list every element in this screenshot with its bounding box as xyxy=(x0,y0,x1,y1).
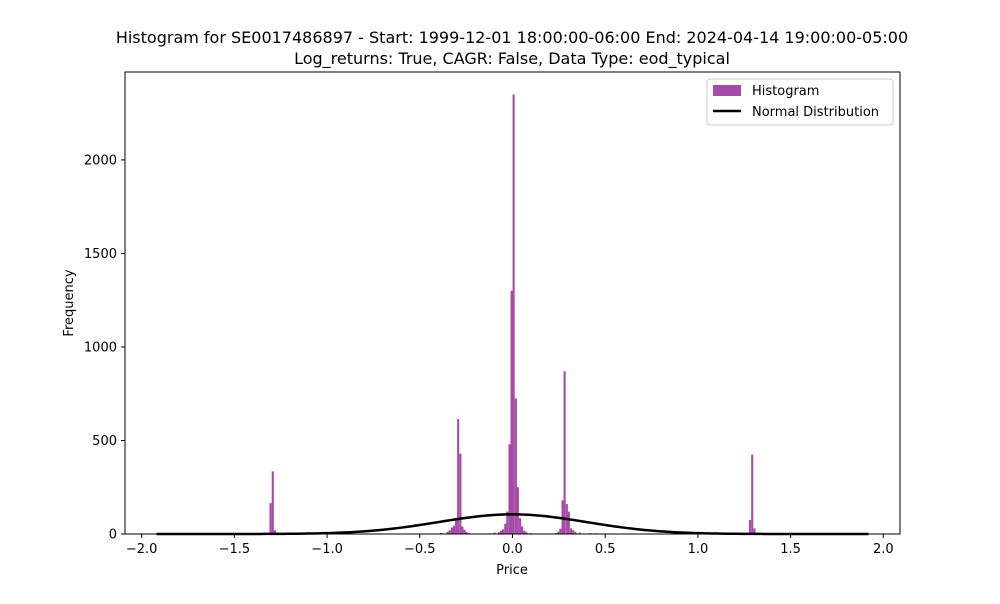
histogram-bar xyxy=(512,94,515,534)
histogram-bar xyxy=(440,532,443,534)
y-axis-ticks: 0 500 1000 1500 2000 xyxy=(84,153,125,543)
histogram-bar xyxy=(461,526,464,534)
histogram-bar xyxy=(452,525,455,534)
histogram-bar xyxy=(514,398,517,534)
legend: Histogram Normal Distribution xyxy=(706,78,894,126)
histogram-bar xyxy=(525,532,528,534)
x-tick-label: −2.0 xyxy=(126,542,158,557)
histogram-bar xyxy=(516,487,519,534)
histogram-bar xyxy=(465,532,468,534)
y-tick-label: 500 xyxy=(92,434,117,449)
histogram-bar xyxy=(510,290,513,534)
x-tick-label: 0.5 xyxy=(595,542,616,557)
histogram-bar xyxy=(450,527,453,534)
y-tick-label: 0 xyxy=(109,528,117,543)
histogram-bar xyxy=(271,471,274,534)
x-axis-ticks: −2.0 −1.5 −1.0 −0.5 0.0 0.5 1.0 1.5 2.0 xyxy=(126,534,894,557)
x-tick-label: 1.5 xyxy=(780,542,801,557)
histogram-bar xyxy=(504,523,507,534)
histogram-bar xyxy=(572,530,575,534)
legend-histogram-label: Histogram xyxy=(752,84,819,99)
histogram-bar xyxy=(501,529,505,534)
histogram-bar xyxy=(269,503,272,534)
histogram-bar xyxy=(748,519,752,534)
y-tick-label: 1000 xyxy=(84,340,117,355)
histogram-bar xyxy=(506,511,509,534)
x-tick-label: −1.5 xyxy=(219,542,251,557)
histogram-bar xyxy=(751,454,754,534)
histogram-bar xyxy=(455,519,458,534)
histogram-bar xyxy=(563,371,566,534)
histogram-bar xyxy=(508,444,511,534)
histogram-bars xyxy=(267,94,758,534)
histogram-bar xyxy=(570,528,573,534)
histogram-bar xyxy=(519,518,522,534)
chart-title: Histogram for SE0017486897 - Start: 1999… xyxy=(116,28,908,47)
histogram-bar xyxy=(567,511,570,534)
histogram-bar xyxy=(559,528,562,534)
legend-histogram-swatch xyxy=(713,85,741,96)
histogram-bar xyxy=(446,531,449,534)
chart-subtitle: Log_returns: True, CAGR: False, Data Typ… xyxy=(294,49,730,69)
histogram-bar xyxy=(557,531,560,534)
histogram-bar xyxy=(457,418,460,534)
y-tick-label: 2000 xyxy=(84,153,117,168)
histogram-bar xyxy=(499,530,503,534)
histogram-bar xyxy=(463,529,466,534)
legend-normal-label: Normal Distribution xyxy=(752,105,879,120)
histogram-bar xyxy=(753,528,756,534)
legend-box xyxy=(706,78,894,126)
histogram-bar xyxy=(273,530,277,534)
histogram-bar xyxy=(574,531,577,534)
x-tick-label: −1.0 xyxy=(311,542,343,557)
y-axis-label: Frequency xyxy=(62,269,77,336)
x-tick-label: 2.0 xyxy=(873,542,894,557)
histogram-bar xyxy=(523,530,526,534)
histogram-bar xyxy=(578,532,581,534)
x-tick-label: 1.0 xyxy=(688,542,709,557)
histogram-bar xyxy=(459,453,462,534)
y-tick-label: 1500 xyxy=(84,247,117,262)
histogram-bar xyxy=(493,532,496,534)
histogram-bar xyxy=(497,532,500,534)
histogram-bar xyxy=(521,526,524,534)
x-tick-label: 0.0 xyxy=(502,542,523,557)
x-axis-label: Price xyxy=(496,563,528,578)
x-tick-label: −0.5 xyxy=(404,542,436,557)
histogram-bar xyxy=(448,530,451,534)
